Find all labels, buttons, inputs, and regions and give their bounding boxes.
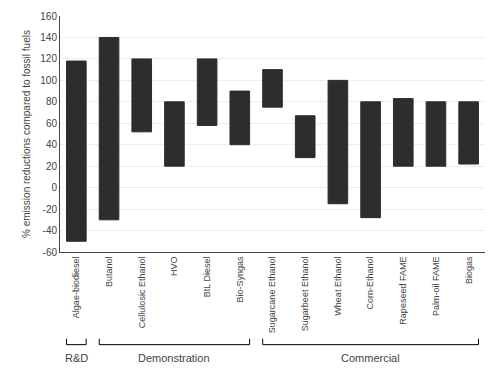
svg-text:-20: -20 xyxy=(43,204,58,215)
svg-text:100: 100 xyxy=(40,75,57,86)
svg-text:HVO: HVO xyxy=(169,257,179,277)
svg-text:Algae-biodiesel: Algae-biodiesel xyxy=(71,257,81,319)
svg-text:% emission reductions compared: % emission reductions compared to fossil… xyxy=(21,30,32,238)
svg-text:Demonstration: Demonstration xyxy=(138,352,210,364)
svg-text:60: 60 xyxy=(46,118,58,129)
svg-text:Cellulosic Ethanol: Cellulosic Ethanol xyxy=(137,257,147,329)
svg-text:20: 20 xyxy=(46,161,58,172)
svg-text:R&D: R&D xyxy=(65,352,88,364)
svg-text:0: 0 xyxy=(51,182,57,193)
svg-text:40: 40 xyxy=(46,139,58,150)
svg-text:Rapeseed FAME: Rapeseed FAME xyxy=(398,257,408,325)
svg-text:Sugarbeet Ethanol: Sugarbeet Ethanol xyxy=(300,257,310,332)
svg-text:80: 80 xyxy=(46,96,58,107)
svg-text:-40: -40 xyxy=(43,225,58,236)
svg-text:Butanol: Butanol xyxy=(104,257,114,288)
svg-text:-60: -60 xyxy=(43,247,58,258)
svg-text:Wheat Ethanol: Wheat Ethanol xyxy=(333,257,343,316)
svg-text:160: 160 xyxy=(40,11,57,22)
svg-text:BtL Diesel: BtL Diesel xyxy=(202,257,212,298)
svg-text:140: 140 xyxy=(40,32,57,43)
svg-text:Palm-oil FAME: Palm-oil FAME xyxy=(431,257,441,317)
svg-text:Bio-Syngas: Bio-Syngas xyxy=(235,256,245,303)
svg-text:Commercial: Commercial xyxy=(341,352,400,364)
svg-text:Biogas: Biogas xyxy=(464,256,474,284)
svg-text:120: 120 xyxy=(40,53,57,64)
svg-text:Corn-Ethanol: Corn-Ethanol xyxy=(366,257,376,310)
svg-text:Sugarcane Ethanol: Sugarcane Ethanol xyxy=(267,257,277,334)
